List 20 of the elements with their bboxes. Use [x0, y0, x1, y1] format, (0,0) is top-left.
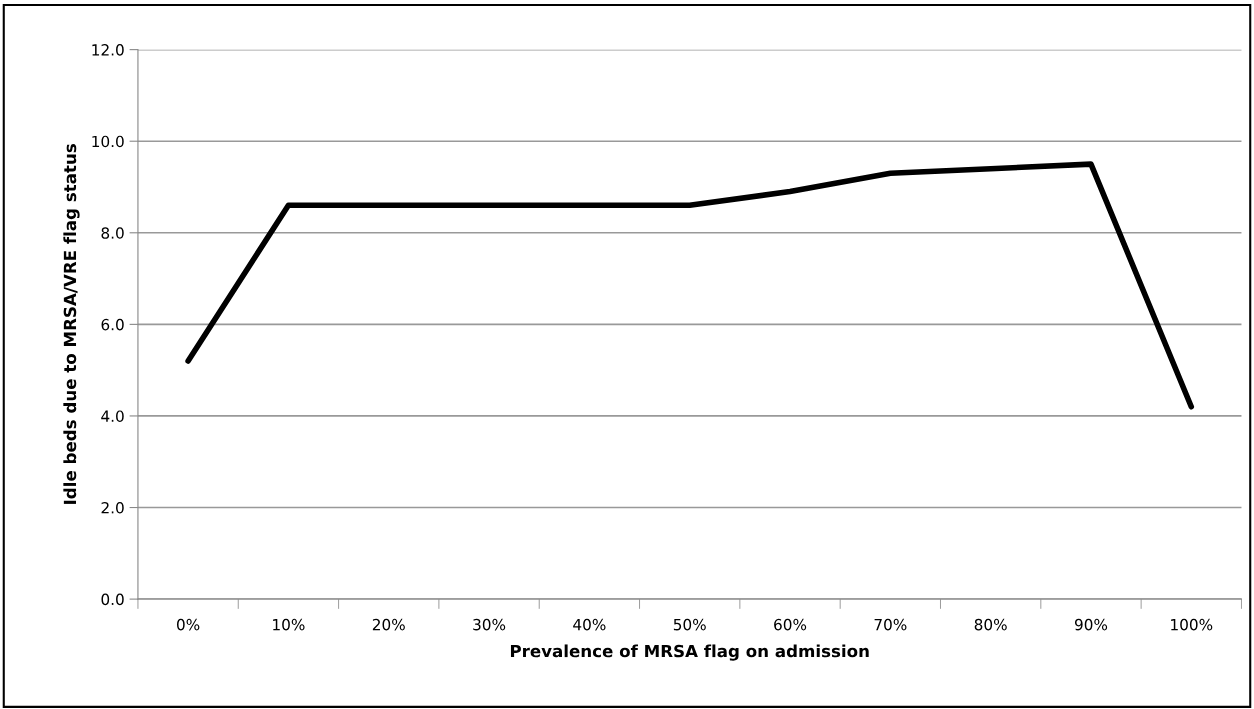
- y-tick-label: 4.0: [101, 410, 124, 422]
- y-tick-label: 2.0: [101, 501, 124, 514]
- x-tick-label: 10%: [273, 618, 305, 631]
- y-tick-label: 0.0: [101, 593, 124, 606]
- x-tick-label: 100%: [1171, 618, 1213, 631]
- y-tick-label: 6.0: [101, 318, 124, 331]
- x-tick-label: 30%: [473, 618, 506, 631]
- x-tick-label: 20%: [372, 618, 405, 631]
- x-axis-title: Prevalence of MRSA flag on admission: [510, 644, 869, 661]
- x-tick-label: 60%: [774, 618, 807, 631]
- x-tick-label: 50%: [673, 618, 706, 631]
- y-axis-title: Idle beds due to MRSA/VRE flag status: [63, 144, 80, 504]
- y-tick-label: 12.0: [92, 44, 124, 56]
- x-tick-label: 70%: [874, 618, 907, 631]
- x-tick-label: 0%: [176, 618, 200, 631]
- x-tick-label: 90%: [1074, 618, 1108, 631]
- x-tick-label: 80%: [974, 618, 1007, 631]
- x-tick-label: 40%: [573, 618, 606, 631]
- y-tick-label: 10.0: [92, 135, 124, 148]
- y-tick-label: 8.0: [101, 227, 124, 239]
